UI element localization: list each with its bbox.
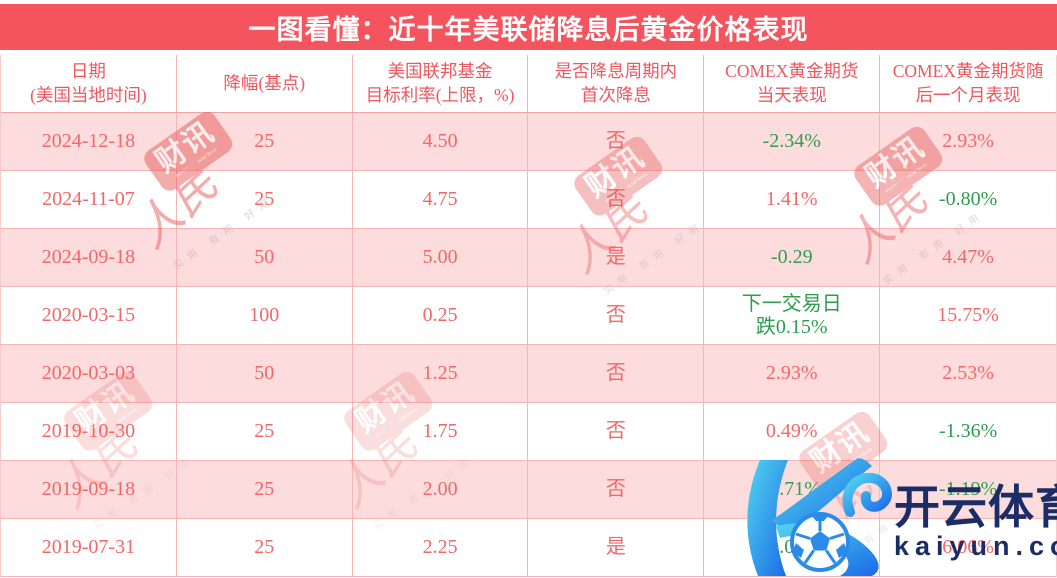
cell-target-rate: 5.00 [353,229,529,286]
cell-date: 2019-10-30 [1,403,177,460]
cell-date: 2019-09-18 [1,461,177,518]
cell-first-cut: 是 [528,519,705,576]
table-header-row: 日期 (美国当地时间) 降幅(基点) 美国联邦基金 目标利率(上限，%) 是否降… [1,55,1056,113]
cell-month-performance: -1.36% [938,420,998,442]
cell-month-performance: -1.19% [938,478,998,500]
cell-cut-bp: 25 [177,519,353,576]
header-cut-bp: 降幅(基点) [177,55,353,112]
cell-date: 2020-03-03 [1,345,177,402]
title-bar: 一图看懂：近十年美联储降息后黄金价格表现 [0,4,1057,50]
cell-cut-bp: 25 [177,403,353,460]
header-date: 日期 (美国当地时间) [1,55,177,112]
cell-cut-bp: 50 [177,345,353,402]
page-title: 一图看懂：近十年美联储降息后黄金价格表现 [248,14,809,45]
cell-date: 2024-11-07 [1,171,177,228]
table-row: 2020-03-03 50 1.25 否 2.93% 2.53% [1,345,1056,403]
cell-first-cut: 否 [528,345,705,402]
table-row: 2024-11-07 25 4.75 否 1.41% -0.80% [1,171,1056,229]
cell-day-performance: 1.41% [704,171,881,228]
cell-date: 2020-03-15 [1,287,177,344]
cell-day-performance: 0.49% [704,403,881,460]
cell-month-performance: 2.53% [942,362,994,384]
cell-cut-bp: 50 [177,229,353,286]
cell-month-performance: 6.06% [942,536,994,558]
cell-first-cut: 否 [528,461,705,518]
cell-target-rate: 4.50 [353,113,529,170]
table-row: 2024-09-18 50 5.00 是 -0.29 4.47% [1,229,1056,287]
cell-first-cut: 否 [528,287,705,344]
cell-target-rate: 1.25 [353,345,529,402]
cell-first-cut: 否 [528,171,705,228]
kaiyun-logo: 开云体育 kaiyun.com [730,458,1057,578]
cell-month-performance: 4.47% [942,246,994,268]
kaiyun-domain-text: kaiyun.com [894,531,1057,561]
cell-date: 2024-12-18 [1,113,177,170]
cell-month-performance: 2.93% [942,130,994,152]
cell-target-rate: 1.75 [353,403,529,460]
cell-day-performance: 2.93% [704,345,881,402]
cell-target-rate: 2.00 [353,461,529,518]
header-month-performance: COMEX黄金期货随 后一个月表现 [892,60,1044,105]
cell-target-rate: 0.25 [353,287,529,344]
cell-date: 2024-09-18 [1,229,177,286]
table-row: 2019-10-30 25 1.75 否 0.49% -1.36% [1,403,1056,461]
cell-cut-bp: 100 [177,287,353,344]
cell-target-rate: 4.75 [353,171,529,228]
table-row: 2020-03-15 100 0.25 否 下一交易日 跌0.15% 15.75… [1,287,1056,345]
header-first-cut: 是否降息周期内 首次降息 [528,55,705,112]
cell-cut-bp: 25 [177,113,353,170]
cell-target-rate: 2.25 [353,519,529,576]
cell-cut-bp: 25 [177,171,353,228]
cell-first-cut: 否 [528,113,705,170]
header-target-rate: 美国联邦基金 目标利率(上限，%) [353,55,529,112]
cell-day-performance: 下一交易日 跌0.15% [704,287,881,344]
cell-date: 2019-07-31 [1,519,177,576]
kaiyun-brand-text: 开云体育 [894,481,1057,533]
cell-first-cut: 否 [528,403,705,460]
cell-month-performance: -0.80% [938,188,998,210]
cell-cut-bp: 25 [177,461,353,518]
cell-first-cut: 是 [528,229,705,286]
kaiyun-k-icon [747,458,892,576]
header-day-performance: COMEX黄金期货 当天表现 [704,55,881,112]
table-row: 2024-12-18 25 4.50 否 -2.34% 2.93% [1,113,1056,171]
soccer-ball-icon [790,512,850,572]
cell-month-performance: 15.75% [937,304,999,326]
cell-day-performance: -2.34% [704,113,881,170]
cell-day-performance: -0.29 [704,229,881,286]
